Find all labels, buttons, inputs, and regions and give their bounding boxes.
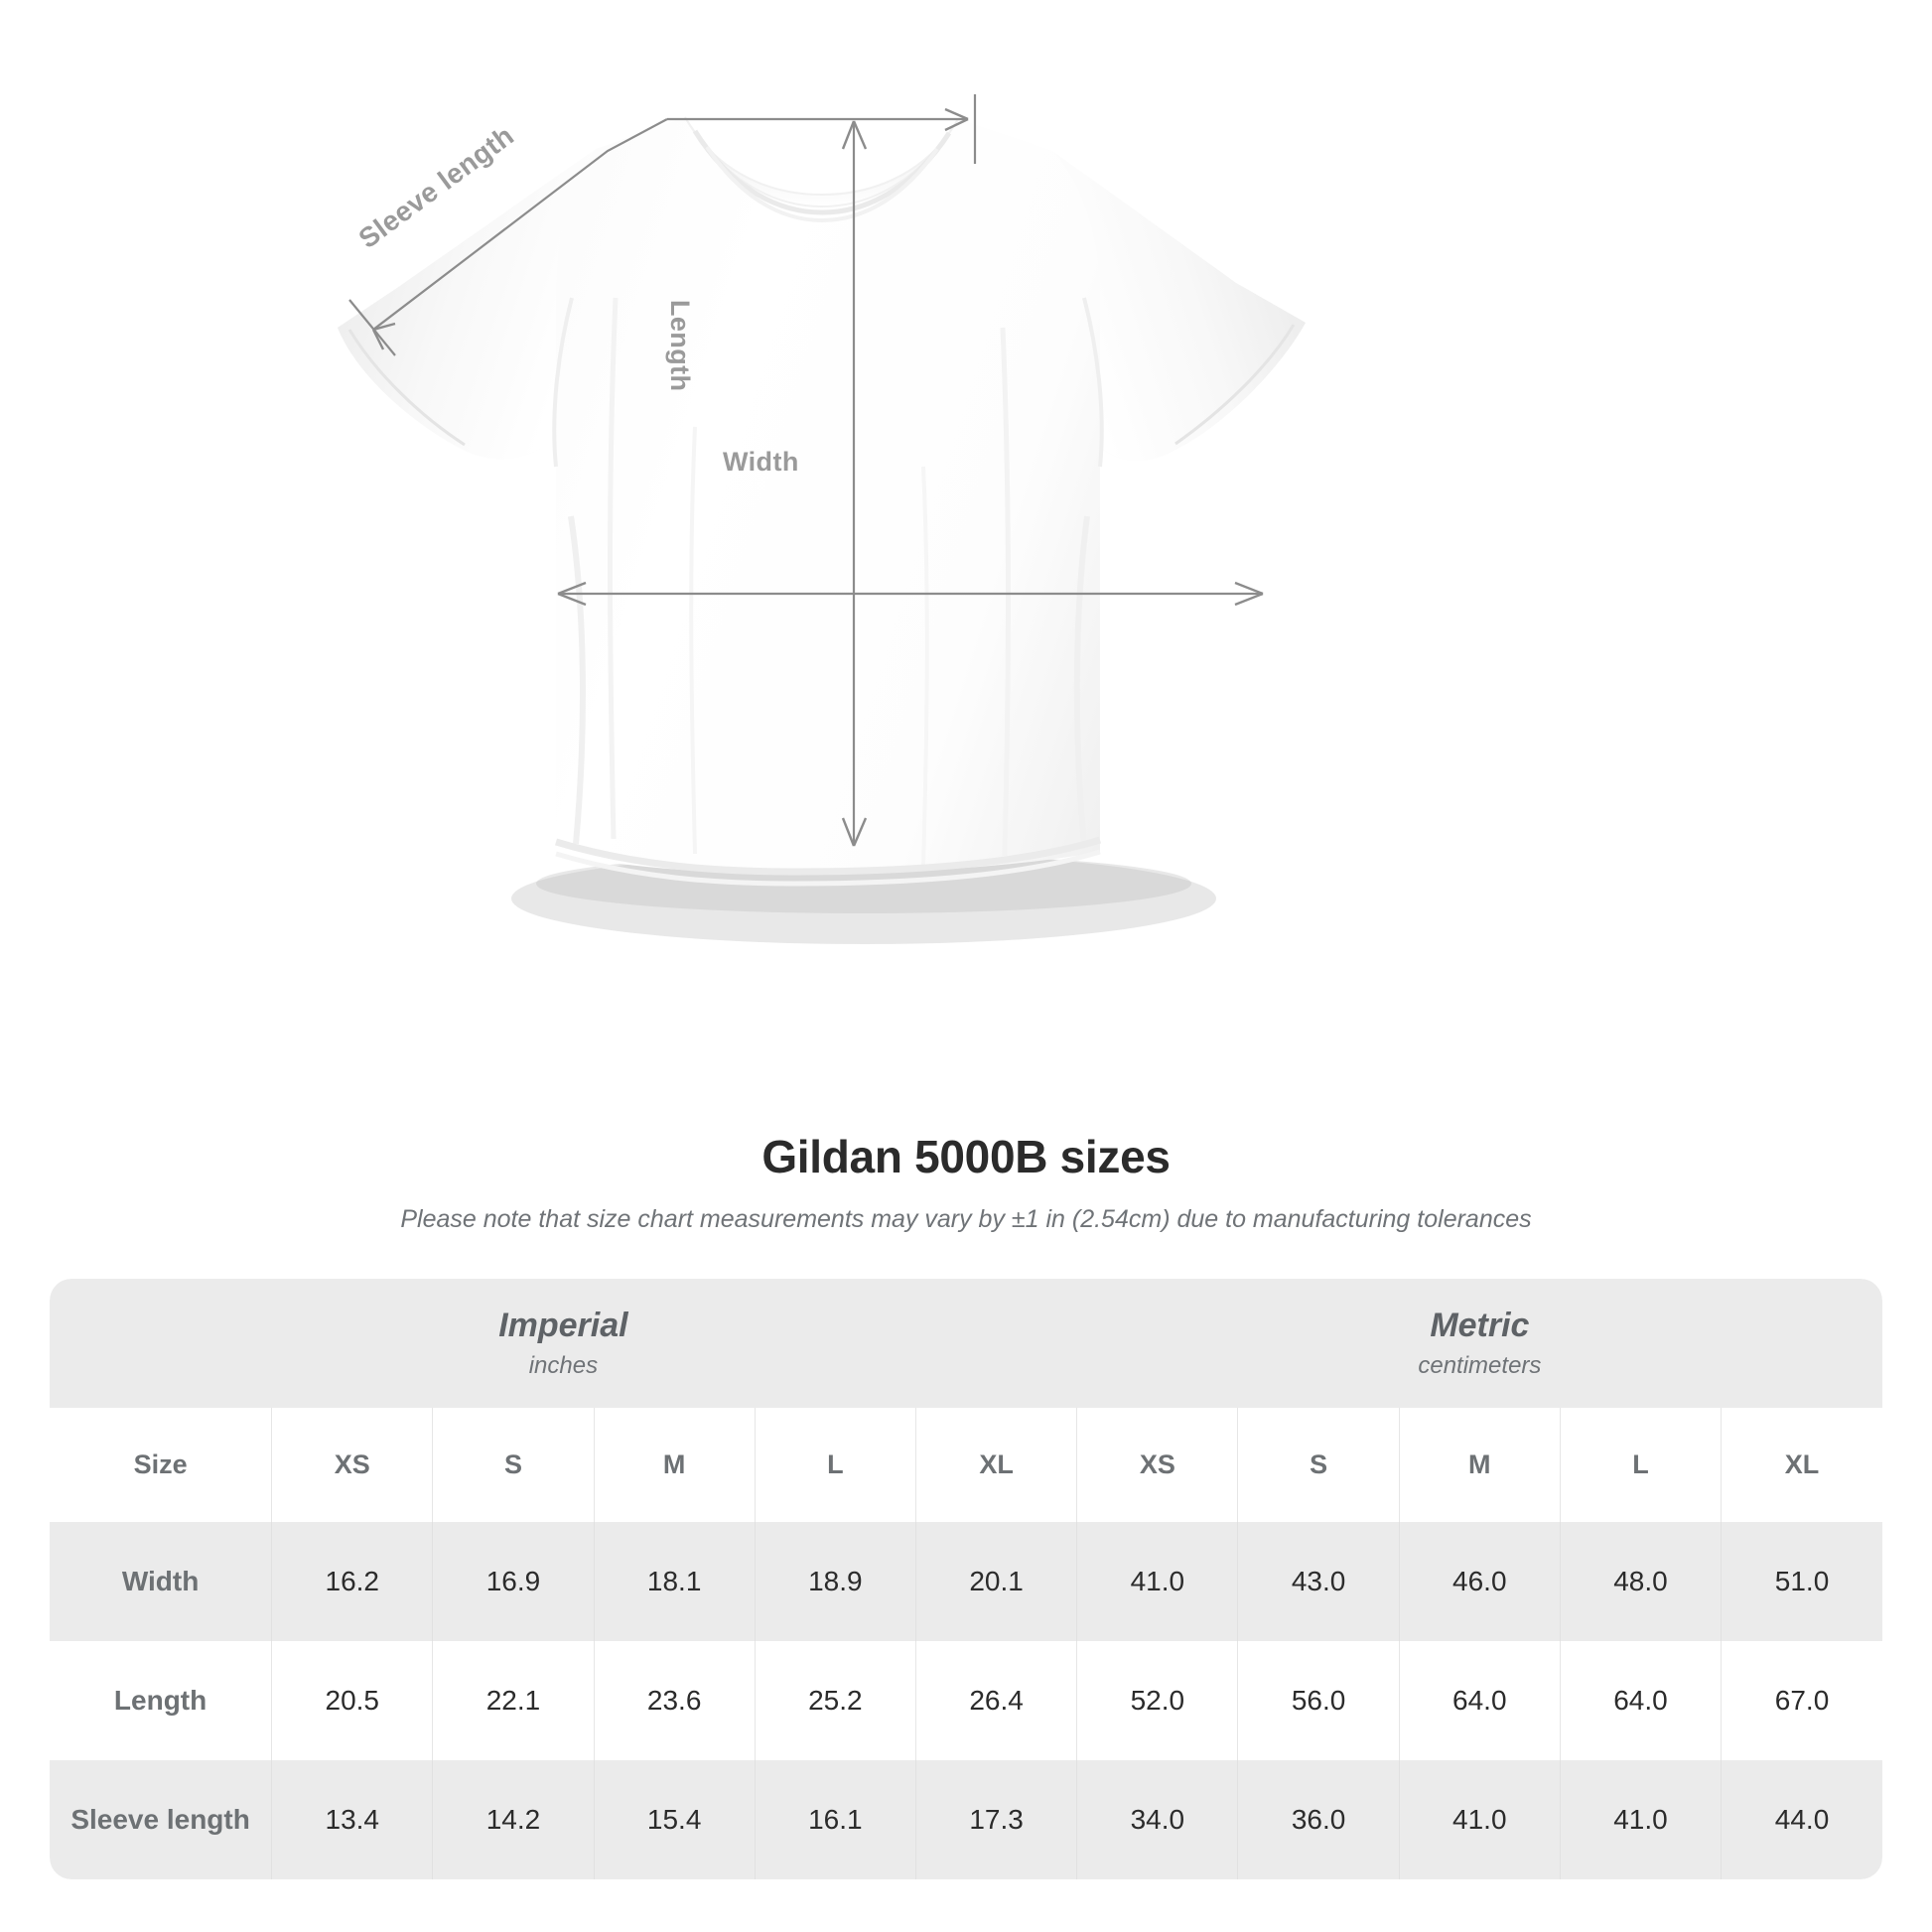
cell-width-imperial-m: 18.1 bbox=[593, 1522, 756, 1641]
size-header-metric-l: L bbox=[1559, 1408, 1722, 1522]
unit-group-metric-name: Metric bbox=[1430, 1307, 1530, 1345]
cell-length-imperial-m: 23.6 bbox=[593, 1641, 756, 1760]
size-table-container: Imperial inches Metric centimeters Size … bbox=[50, 1279, 1882, 1879]
cell-length-imperial-l: 25.2 bbox=[754, 1641, 916, 1760]
size-header-imperial-l: L bbox=[754, 1408, 916, 1522]
shoulder-reference-line bbox=[667, 94, 977, 164]
cell-sleeve-imperial-s: 14.2 bbox=[432, 1760, 595, 1879]
cell-sleeve-imperial-xs: 13.4 bbox=[271, 1760, 433, 1879]
size-header-metric-xs: XS bbox=[1076, 1408, 1238, 1522]
unit-group-imperial: Imperial inches bbox=[50, 1279, 1077, 1408]
cell-length-metric-xl: 67.0 bbox=[1721, 1641, 1882, 1760]
cell-length-imperial-xs: 20.5 bbox=[271, 1641, 433, 1760]
size-header-imperial-m: M bbox=[593, 1408, 756, 1522]
length-label: Length bbox=[665, 300, 695, 392]
table-row: Sleeve length 13.4 14.2 15.4 16.1 17.3 3… bbox=[50, 1760, 1882, 1879]
cell-sleeve-metric-xl: 44.0 bbox=[1721, 1760, 1882, 1879]
cell-sleeve-metric-l: 41.0 bbox=[1559, 1760, 1722, 1879]
size-header-metric-xl: XL bbox=[1721, 1408, 1882, 1522]
cell-sleeve-metric-s: 36.0 bbox=[1237, 1760, 1400, 1879]
cell-sleeve-metric-xs: 34.0 bbox=[1076, 1760, 1238, 1879]
table-row: Width 16.2 16.9 18.1 18.9 20.1 41.0 43.0… bbox=[50, 1522, 1882, 1641]
cell-width-metric-l: 48.0 bbox=[1559, 1522, 1722, 1641]
size-header-metric-m: M bbox=[1398, 1408, 1561, 1522]
width-dimension bbox=[557, 581, 1264, 607]
cell-width-imperial-l: 18.9 bbox=[754, 1522, 916, 1641]
cell-width-imperial-s: 16.9 bbox=[432, 1522, 595, 1641]
size-header-metric-s: S bbox=[1237, 1408, 1400, 1522]
tshirt-illustration bbox=[338, 94, 1306, 944]
cell-sleeve-metric-m: 41.0 bbox=[1398, 1760, 1561, 1879]
tshirt-body-shape bbox=[338, 116, 1306, 887]
size-header-imperial-xs: XS bbox=[271, 1408, 433, 1522]
cell-sleeve-imperial-m: 15.4 bbox=[593, 1760, 756, 1879]
measurement-lines bbox=[348, 94, 1264, 847]
size-table: Imperial inches Metric centimeters Size … bbox=[50, 1279, 1882, 1879]
cell-width-imperial-xs: 16.2 bbox=[271, 1522, 433, 1641]
size-header-imperial-xl: XL bbox=[914, 1408, 1077, 1522]
sleeve-length-dimension bbox=[348, 118, 668, 356]
cell-width-metric-xl: 51.0 bbox=[1721, 1522, 1882, 1641]
row-label-length: Length bbox=[50, 1641, 272, 1760]
cell-sleeve-imperial-l: 16.1 bbox=[754, 1760, 916, 1879]
table-row: Length 20.5 22.1 23.6 25.2 26.4 52.0 56.… bbox=[50, 1641, 1882, 1760]
tshirt-diagram: Sleeve length Length Width bbox=[338, 94, 1306, 944]
size-header-row: Size XS S M L XL XS S M L XL bbox=[50, 1408, 1882, 1522]
title-block: Gildan 5000B sizes Please note that size… bbox=[0, 1132, 1932, 1234]
unit-group-metric: Metric centimeters bbox=[1076, 1279, 1882, 1408]
cell-width-metric-s: 43.0 bbox=[1237, 1522, 1400, 1641]
tolerance-note: Please note that size chart measurements… bbox=[400, 1204, 1532, 1233]
length-dimension bbox=[841, 120, 868, 847]
page-title: Gildan 5000B sizes bbox=[761, 1131, 1171, 1182]
size-header-imperial-s: S bbox=[432, 1408, 595, 1522]
row-label-width: Width bbox=[50, 1522, 272, 1641]
cell-length-metric-m: 64.0 bbox=[1398, 1641, 1561, 1760]
cell-length-imperial-xl: 26.4 bbox=[914, 1641, 1077, 1760]
unit-group-imperial-name: Imperial bbox=[498, 1307, 628, 1345]
cell-width-metric-m: 46.0 bbox=[1398, 1522, 1561, 1641]
cell-length-metric-l: 64.0 bbox=[1559, 1641, 1722, 1760]
cell-width-metric-xs: 41.0 bbox=[1076, 1522, 1238, 1641]
cell-length-metric-xs: 52.0 bbox=[1076, 1641, 1238, 1760]
row-label-sleeve-length: Sleeve length bbox=[50, 1760, 272, 1879]
cell-length-metric-s: 56.0 bbox=[1237, 1641, 1400, 1760]
cell-sleeve-imperial-xl: 17.3 bbox=[914, 1760, 1077, 1879]
unit-group-imperial-sub: inches bbox=[528, 1352, 599, 1380]
width-label: Width bbox=[723, 447, 799, 477]
cell-length-imperial-s: 22.1 bbox=[432, 1641, 595, 1760]
unit-group-metric-sub: centimeters bbox=[1418, 1352, 1542, 1380]
unit-header-row: Imperial inches Metric centimeters bbox=[50, 1279, 1882, 1408]
cell-width-imperial-xl: 20.1 bbox=[914, 1522, 1077, 1641]
size-header-label: Size bbox=[50, 1408, 272, 1522]
